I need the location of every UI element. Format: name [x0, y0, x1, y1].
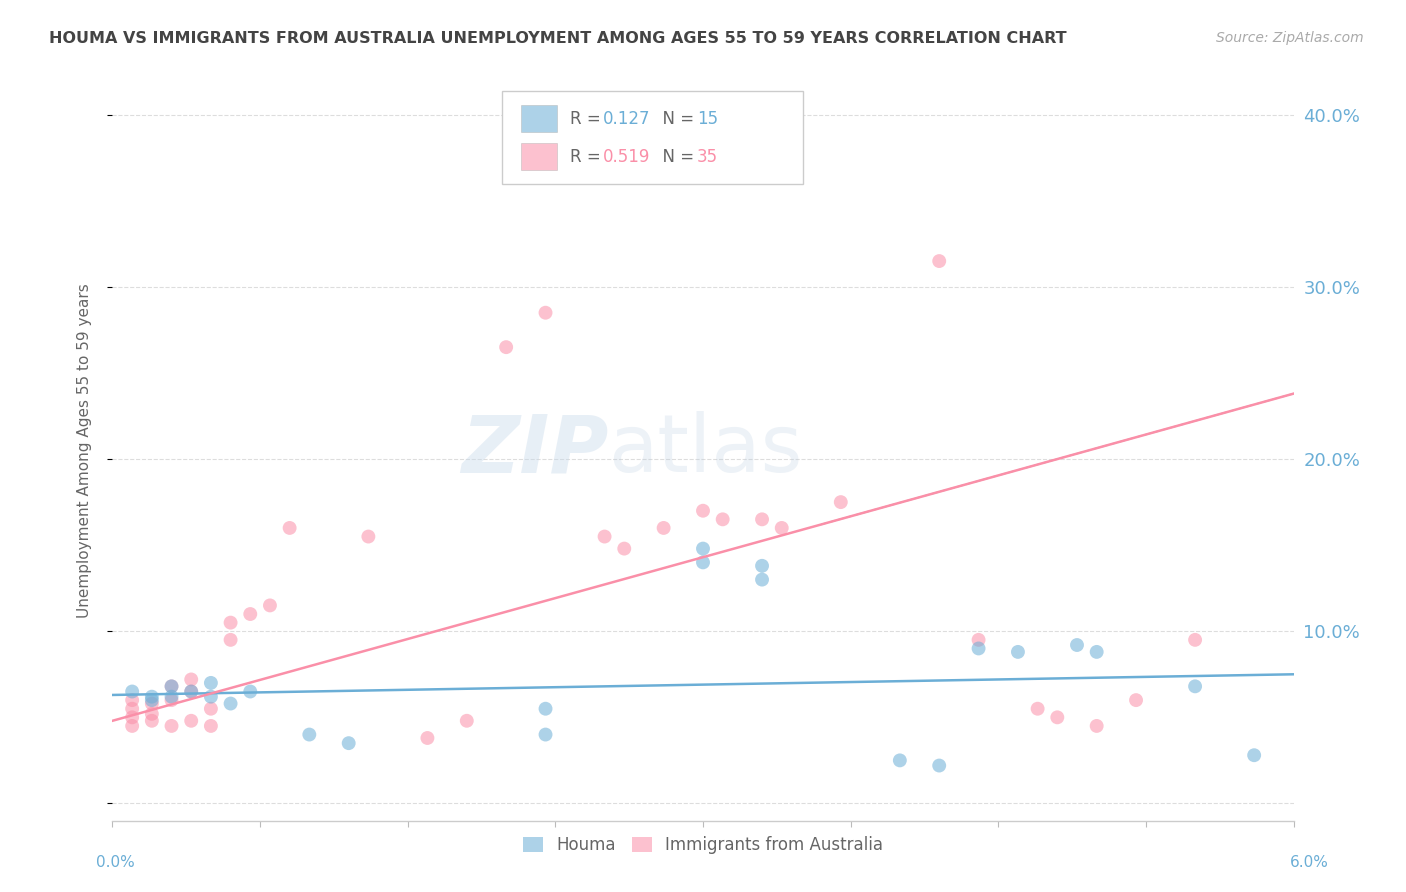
Point [751, 558, 773, 573]
Point [180, 673, 202, 687]
Point [160, 719, 183, 733]
Point [1066, 638, 1088, 652]
Point [967, 632, 990, 647]
Text: atlas: atlas [609, 411, 803, 490]
Legend: Houma, Immigrants from Australia: Houma, Immigrants from Australia [516, 829, 890, 861]
Point [928, 254, 950, 268]
Text: HOUMA VS IMMIGRANTS FROM AUSTRALIA UNEMPLOYMENT AMONG AGES 55 TO 59 YEARS CORREL: HOUMA VS IMMIGRANTS FROM AUSTRALIA UNEMP… [49, 31, 1067, 46]
Point [967, 641, 990, 656]
Point [692, 555, 714, 569]
Point [928, 758, 950, 772]
Point [337, 736, 360, 750]
Point [219, 697, 242, 711]
Point [652, 521, 675, 535]
Text: Source: ZipAtlas.com: Source: ZipAtlas.com [1216, 31, 1364, 45]
Point [121, 684, 143, 698]
Point [889, 753, 911, 767]
Point [456, 714, 478, 728]
Point [200, 719, 222, 733]
Point [534, 306, 557, 320]
Point [1184, 632, 1206, 647]
Point [121, 719, 143, 733]
FancyBboxPatch shape [522, 105, 557, 132]
Point [121, 702, 143, 716]
Text: R =: R = [569, 147, 606, 166]
Text: 0.127: 0.127 [603, 110, 650, 128]
Point [121, 693, 143, 707]
Point [259, 599, 281, 613]
Point [200, 702, 222, 716]
Point [692, 541, 714, 556]
Point [751, 512, 773, 526]
Point [180, 714, 202, 728]
Point [830, 495, 852, 509]
Point [593, 530, 616, 544]
Point [219, 632, 242, 647]
Text: 15: 15 [697, 110, 718, 128]
Point [141, 690, 163, 704]
Y-axis label: Unemployment Among Ages 55 to 59 years: Unemployment Among Ages 55 to 59 years [77, 283, 91, 618]
Point [534, 702, 557, 716]
Point [160, 679, 183, 693]
Point [160, 679, 183, 693]
Point [613, 541, 636, 556]
Text: 0.519: 0.519 [603, 147, 650, 166]
Text: R =: R = [569, 110, 606, 128]
Point [534, 727, 557, 741]
Point [298, 727, 321, 741]
Text: N =: N = [652, 147, 700, 166]
Point [239, 607, 262, 621]
Point [1007, 645, 1029, 659]
Point [416, 731, 439, 745]
Point [141, 714, 163, 728]
Point [160, 690, 183, 704]
Point [278, 521, 301, 535]
Point [692, 504, 714, 518]
Point [180, 684, 202, 698]
Text: N =: N = [652, 110, 700, 128]
Point [200, 690, 222, 704]
Point [1125, 693, 1147, 707]
Point [160, 693, 183, 707]
Point [200, 676, 222, 690]
Point [121, 710, 143, 724]
Point [141, 697, 163, 711]
Point [1085, 645, 1108, 659]
Point [1184, 679, 1206, 693]
Point [751, 573, 773, 587]
Point [357, 530, 380, 544]
Point [219, 615, 242, 630]
FancyBboxPatch shape [522, 144, 557, 169]
Text: 0.0%: 0.0% [96, 855, 135, 870]
Point [711, 512, 734, 526]
Point [239, 684, 262, 698]
Point [495, 340, 517, 354]
Point [770, 521, 793, 535]
Point [1243, 748, 1265, 763]
Point [141, 693, 163, 707]
Text: 35: 35 [697, 147, 718, 166]
Text: ZIP: ZIP [461, 411, 609, 490]
FancyBboxPatch shape [502, 91, 803, 184]
Point [180, 684, 202, 698]
Point [141, 706, 163, 721]
Point [1026, 702, 1049, 716]
Text: 6.0%: 6.0% [1289, 855, 1329, 870]
Point [1085, 719, 1108, 733]
Point [1046, 710, 1069, 724]
